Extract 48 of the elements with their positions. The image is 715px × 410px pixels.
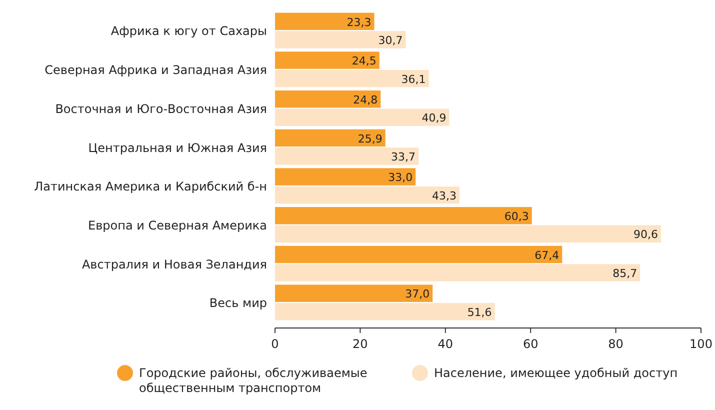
- data-label: 85,7: [612, 267, 638, 280]
- data-label: 33,0: [388, 171, 413, 184]
- bar: [275, 246, 562, 264]
- data-label: 36,1: [401, 72, 426, 86]
- data-label: 30,7: [378, 34, 403, 48]
- bar: [275, 207, 532, 224]
- data-label: 25,9: [358, 132, 382, 146]
- x-tick-label: 0: [271, 337, 279, 351]
- x-tick-label: 40: [438, 337, 454, 351]
- x-tick-label: 20: [352, 337, 368, 351]
- data-label: 23,3: [346, 16, 372, 29]
- bar: [275, 90, 381, 108]
- bar: [275, 225, 661, 243]
- bar: [275, 186, 460, 204]
- y-tick-label: Восточная и Юго-Восточная Азия: [55, 102, 267, 116]
- bar: [275, 129, 386, 147]
- data-label: 67,4: [534, 248, 560, 262]
- legend-label: Городские районы, обслуживаемые общественным транспортом: [139, 366, 368, 396]
- data-label: 37,0: [405, 288, 430, 301]
- x-tick-label: 100: [690, 337, 712, 351]
- bar: [275, 284, 433, 302]
- bar: [275, 12, 374, 30]
- data-label: 90,6: [633, 228, 658, 242]
- y-tick-label: Австралия и Новая Зеландия: [82, 257, 267, 272]
- bar: [275, 264, 640, 282]
- data-label: 33,7: [391, 150, 416, 164]
- y-tick-label: Европа и Северная Америка: [88, 218, 267, 232]
- data-label: 43,3: [432, 189, 456, 202]
- y-tick-label: Латинская Америка и Карибский б-н: [34, 180, 267, 194]
- data-label: 60,3: [504, 210, 529, 223]
- y-tick-label: Африка к югу от Сахары: [110, 24, 267, 38]
- bar: [275, 302, 495, 320]
- data-label: 40,9: [422, 112, 446, 125]
- data-label: 51,6: [467, 306, 492, 319]
- bar: [275, 52, 380, 69]
- y-tick-label: Центральная и Южная Азия: [88, 140, 267, 155]
- x-tick-label: 60: [522, 337, 538, 351]
- bar: [275, 108, 450, 126]
- data-label: 24,5: [352, 54, 376, 68]
- bar: [275, 31, 406, 48]
- data-label: 24,8: [353, 93, 378, 106]
- bar: [275, 70, 429, 88]
- legend-label: Население, имеющее удобный доступ: [434, 366, 678, 380]
- bar: [275, 148, 419, 165]
- y-tick-label: Северная Африка и Западная Азия: [44, 63, 267, 78]
- bar: [275, 168, 416, 186]
- x-tick-label: 80: [608, 337, 624, 351]
- y-tick-label: Весь мир: [209, 296, 267, 310]
